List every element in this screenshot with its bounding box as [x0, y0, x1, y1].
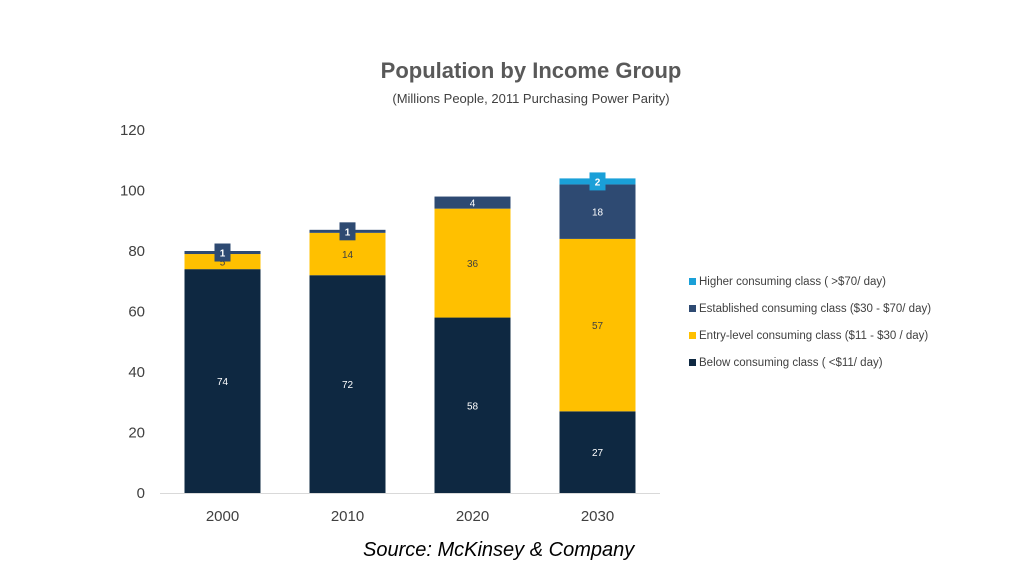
y-tick-label: 120	[120, 122, 145, 139]
data-label: 72	[342, 380, 354, 391]
bar-segment	[184, 254, 261, 270]
data-label-box	[339, 222, 356, 241]
data-label: 74	[217, 377, 229, 388]
y-tick-label: 100	[120, 183, 145, 200]
bar-segment	[559, 411, 636, 493]
bars	[184, 178, 636, 493]
bar-segment	[559, 184, 636, 239]
chart-subtitle: (Millions People, 2011 Purchasing Power …	[392, 91, 670, 106]
bar-segment	[559, 238, 636, 412]
y-axis: 0 20 40 60 80 100 120	[120, 122, 145, 502]
chart-title: Population by Income Group	[380, 58, 682, 83]
x-tick-label: 2020	[456, 508, 489, 525]
legend-label: Below consuming class ( <$11/ day)	[699, 356, 883, 369]
y-tick-label: 60	[128, 304, 145, 321]
x-axis: 2000 2010 2020 2030	[160, 493, 660, 525]
legend-label: Higher consuming class ( >$70/ day)	[699, 275, 886, 288]
data-label: 14	[342, 250, 354, 261]
bar-segment	[309, 275, 386, 493]
legend-label: Entry-level consuming class ($11 - $30 /…	[699, 329, 929, 342]
data-label: 4	[470, 199, 476, 210]
bar-segment	[184, 269, 261, 493]
bar-segment	[434, 317, 511, 493]
data-label-box	[214, 243, 231, 262]
bar-segment	[434, 208, 511, 318]
legend-label: Established consuming class ($30 - $70/ …	[699, 302, 932, 315]
y-tick-label: 20	[128, 425, 145, 442]
source-note: Source: McKinsey & Company	[363, 539, 635, 561]
legend-item: Higher consuming class ( >$70/ day)	[689, 275, 931, 288]
data-label-box	[589, 172, 606, 191]
data-label: 58	[467, 401, 479, 412]
y-tick-label: 40	[128, 364, 145, 381]
legend: Higher consuming class ( >$70/ day) Estab…	[689, 275, 931, 383]
legend-item: Established consuming class ($30 - $70/ …	[689, 302, 931, 315]
data-label: 27	[592, 448, 604, 459]
data-label: 1	[345, 227, 351, 238]
data-label: 36	[467, 259, 479, 270]
y-tick-label: 80	[128, 243, 145, 260]
legend-swatch	[689, 359, 696, 366]
legend-swatch	[689, 278, 696, 285]
legend-swatch	[689, 332, 696, 339]
data-label: 2	[595, 177, 601, 188]
x-tick-label: 2030	[581, 508, 614, 525]
x-tick-label: 2010	[331, 508, 364, 525]
legend-item: Entry-level consuming class ($11 - $30 /…	[689, 329, 931, 342]
data-label: 5	[220, 258, 226, 269]
x-tick-label: 2000	[206, 508, 239, 525]
data-label: 1	[220, 249, 226, 260]
data-label: 57	[592, 321, 604, 332]
legend-swatch	[689, 305, 696, 312]
y-tick-label: 0	[137, 485, 145, 502]
legend-item: Below consuming class ( <$11/ day)	[689, 356, 931, 369]
bar-segment	[434, 196, 511, 209]
data-label: 18	[592, 208, 604, 219]
